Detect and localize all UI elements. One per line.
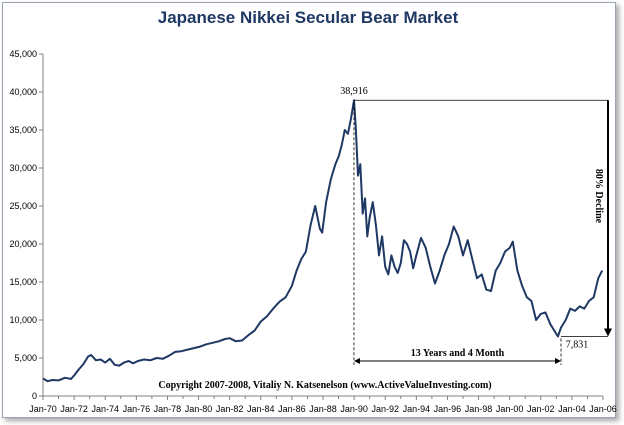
x-tick-label: Jan-78 [154, 404, 182, 414]
duration-arrowhead-right [555, 358, 561, 364]
annotations-layer: 38,916 7,831 13 Years and 4 Month 80% Decli… [158, 86, 612, 391]
y-tick-label: 35,000 [9, 125, 37, 135]
y-tick-label: 5,000 [14, 353, 37, 363]
x-tick-label: Jan-72 [60, 404, 88, 414]
copyright-notice: Copyright 2007-2008, Vitaliy N. Katsenel… [158, 380, 491, 391]
x-tick-label: Jan-86 [278, 404, 306, 414]
x-tick-label: Jan-70 [29, 404, 57, 414]
decline-label: 80% Decline [593, 169, 604, 224]
decline-arrowhead [604, 328, 612, 337]
x-tick-label: Jan-94 [403, 404, 431, 414]
y-tick-label: 0 [32, 391, 37, 401]
duration-label: 13 Years and 4 Month [411, 348, 505, 359]
x-tick-label: Jan-80 [185, 404, 213, 414]
series-layer [42, 99, 604, 383]
chart-frame [2, 2, 616, 418]
x-tick-label: Jan-04 [558, 404, 586, 414]
x-tick-label: Jan-88 [309, 404, 337, 414]
x-tick-label: Jan-82 [216, 404, 244, 414]
x-tick-label: Jan-02 [527, 404, 555, 414]
y-tick-label: 10,000 [9, 315, 37, 325]
series-line-0 [42, 99, 604, 383]
y-tick-label: 20,000 [9, 239, 37, 249]
x-tick-label: Jan-84 [247, 404, 275, 414]
y-axis-ticks: 0 5,000 10,000 15,000 20,000 25,000 30,000 35,0… [9, 49, 43, 401]
x-tick-label: Jan-06 [589, 404, 617, 414]
trough-value-label: 7,831 [566, 339, 589, 350]
x-tick-label: Jan-92 [371, 404, 399, 414]
duration-arrowhead-left [353, 358, 360, 364]
x-tick-label: Jan-90 [340, 404, 368, 414]
x-axis-ticks: Jan-70 Jan-72 Jan-74 Jan-76 Jan-78 Jan-80 Jan-… [29, 396, 617, 414]
x-tick-label: Jan-74 [91, 404, 119, 414]
x-tick-label: Jan-98 [465, 404, 493, 414]
peak-value-label: 38,916 [340, 86, 368, 97]
y-tick-label: 25,000 [9, 201, 37, 211]
y-tick-label: 15,000 [9, 277, 37, 287]
x-tick-label: Jan-96 [434, 404, 462, 414]
x-tick-label: Jan-76 [123, 404, 151, 414]
y-tick-label: 45,000 [9, 49, 37, 59]
y-tick-label: 30,000 [9, 163, 37, 173]
chart-title: Japanese Nikkei Secular Bear Market [157, 8, 459, 27]
x-tick-label: Jan-00 [496, 404, 524, 414]
y-tick-label: 40,000 [9, 87, 37, 97]
